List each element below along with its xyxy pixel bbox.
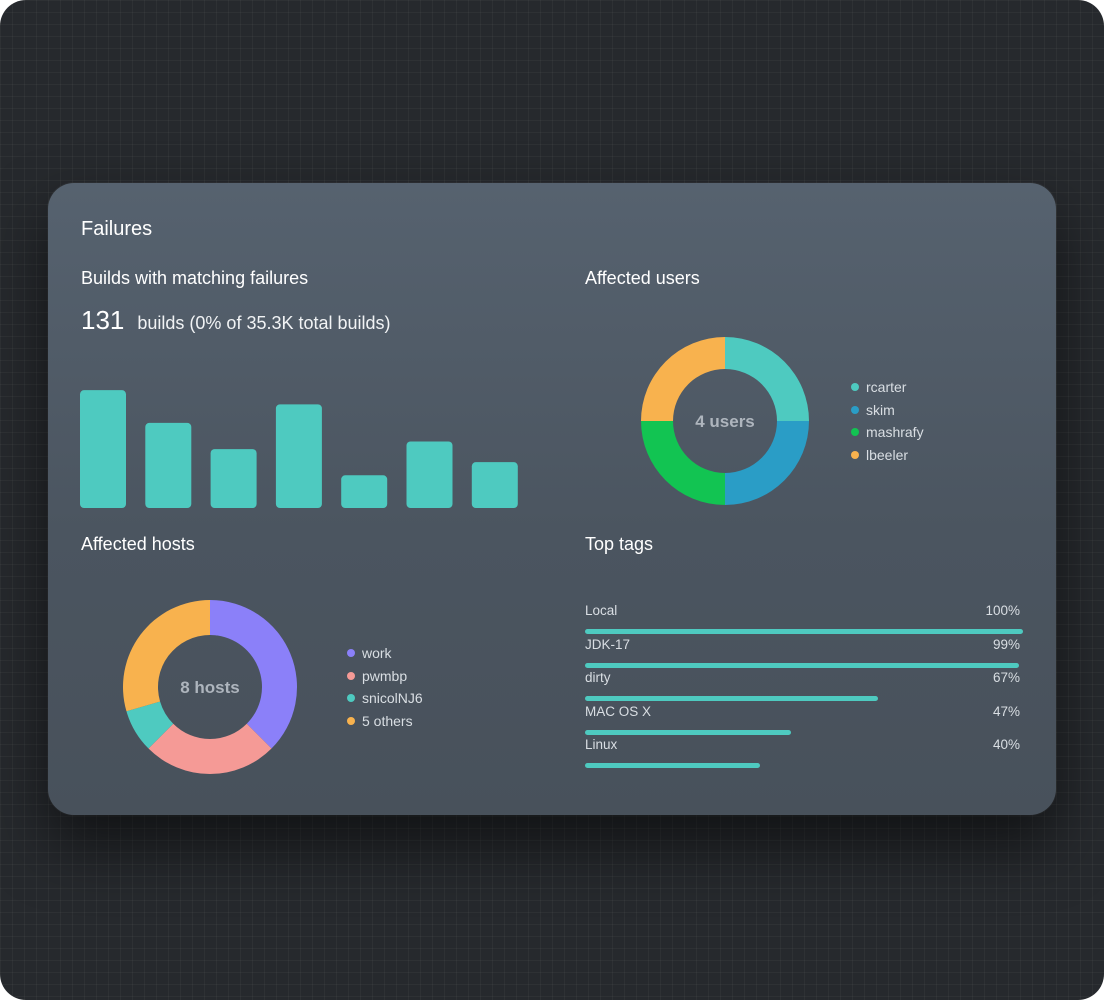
builds-total-text: builds (0% of 35.3K total builds) xyxy=(137,313,391,333)
users-legend-label: rcarter xyxy=(866,379,907,396)
users-legend-label: skim xyxy=(866,401,895,418)
tag-label: JDK-17 xyxy=(585,636,631,652)
legend-dot-icon xyxy=(851,405,859,414)
users-legend-item[interactable]: rcarter xyxy=(851,376,924,399)
users-legend-label: lbeeler xyxy=(866,447,909,464)
builds-bar-chart xyxy=(80,390,518,508)
builds-summary: 131 builds (0% of 35.3K total builds) xyxy=(81,305,391,336)
build-bar-4[interactable] xyxy=(275,404,322,508)
tag-bar[interactable] xyxy=(585,696,879,702)
hosts-slice-5-others[interactable] xyxy=(123,600,210,712)
top-tags-list: Local 100% JDK-17 99% dirty 67% MAC OS X 47% Lin… xyxy=(585,603,1023,783)
hosts-legend-item[interactable]: pwmbp xyxy=(347,665,423,688)
hosts-legend-item[interactable]: 5 others xyxy=(347,710,423,733)
legend-dot-icon xyxy=(851,451,859,460)
tag-bar[interactable] xyxy=(585,729,791,735)
tag-label: Local xyxy=(585,603,618,618)
builds-count: 131 xyxy=(81,305,125,335)
tag-label: dirty xyxy=(585,670,611,686)
legend-dot-icon xyxy=(347,671,355,680)
tag-percent: 40% xyxy=(992,737,1020,753)
hosts-legend-label: pwmbp xyxy=(362,667,408,684)
build-bar-6[interactable] xyxy=(406,441,453,508)
hosts-slice-work[interactable] xyxy=(210,600,297,749)
failures-card: Failures Builds with matching failures 1… xyxy=(48,183,1056,815)
tag-percent: 47% xyxy=(992,703,1020,719)
legend-dot-icon xyxy=(347,649,355,658)
users-legend-item[interactable]: skim xyxy=(851,399,924,422)
build-bar-5[interactable] xyxy=(341,475,388,508)
legend-dot-icon xyxy=(851,428,859,437)
users-heading: Affected users xyxy=(585,268,700,288)
users-slice-lbeeler[interactable] xyxy=(641,337,725,421)
hosts-legend-label: 5 others xyxy=(362,713,413,730)
legend-dot-icon xyxy=(347,717,355,726)
users-center-label: 4 users xyxy=(695,412,755,431)
hosts-slice-pwmbp[interactable] xyxy=(148,723,272,774)
tag-bar[interactable] xyxy=(585,662,1019,668)
tag-label: MAC OS X xyxy=(585,703,652,719)
build-bar-1[interactable] xyxy=(80,390,126,508)
tag-percent: 99% xyxy=(992,636,1020,652)
hosts-legend-label: work xyxy=(362,645,392,662)
hosts-legend-item[interactable]: snicolNJ6 xyxy=(347,687,423,710)
hosts-legend: work pwmbp snicolNJ6 5 others xyxy=(347,642,423,732)
hosts-donut-chart: 8 hosts xyxy=(123,600,297,774)
build-bar-2[interactable] xyxy=(145,422,192,508)
users-legend-label: mashrafy xyxy=(866,424,924,441)
hosts-center-label: 8 hosts xyxy=(180,678,240,697)
users-donut-chart: 4 users xyxy=(641,337,809,505)
hosts-heading: Affected hosts xyxy=(81,534,195,554)
hosts-legend-item[interactable]: work xyxy=(347,642,423,665)
hosts-slice-snicolnj6[interactable] xyxy=(126,701,174,749)
users-legend-item[interactable]: mashrafy xyxy=(851,421,924,444)
users-legend: rcarter skim mashrafy lbeeler xyxy=(851,376,924,466)
users-slice-rcarter[interactable] xyxy=(725,337,809,421)
tag-bar[interactable] xyxy=(585,629,1023,634)
tag-percent: 100% xyxy=(985,603,1020,618)
users-slice-mashrafy[interactable] xyxy=(641,421,725,505)
tags-heading: Top tags xyxy=(585,534,654,554)
build-bar-7[interactable] xyxy=(471,462,518,508)
users-legend-item[interactable]: lbeeler xyxy=(851,444,924,467)
card-title: Failures xyxy=(81,218,153,240)
tag-label: Linux xyxy=(585,737,618,753)
tag-percent: 67% xyxy=(992,670,1020,686)
build-bar-3[interactable] xyxy=(210,449,257,508)
hosts-legend-label: snicolNJ6 xyxy=(362,690,423,707)
builds-heading: Builds with matching failures xyxy=(81,268,309,288)
legend-dot-icon xyxy=(851,383,859,392)
legend-dot-icon xyxy=(347,694,355,703)
users-slice-skim[interactable] xyxy=(725,421,809,505)
tag-bar[interactable] xyxy=(585,763,761,769)
